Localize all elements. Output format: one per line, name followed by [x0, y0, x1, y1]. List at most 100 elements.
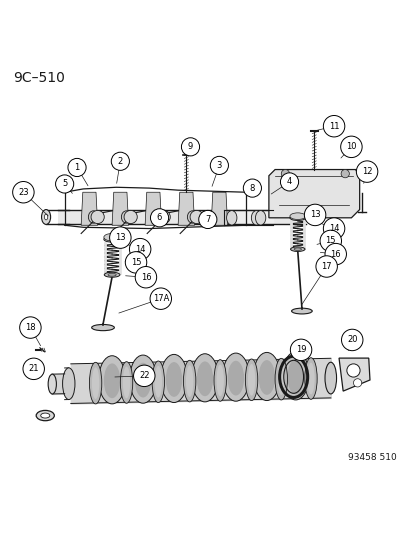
Text: 17: 17 [320, 262, 331, 271]
Circle shape [91, 211, 104, 223]
Ellipse shape [185, 365, 193, 397]
Circle shape [109, 227, 131, 248]
Ellipse shape [36, 410, 54, 421]
Ellipse shape [88, 211, 98, 223]
Ellipse shape [154, 366, 161, 398]
Ellipse shape [226, 211, 236, 225]
Circle shape [323, 218, 344, 239]
Circle shape [346, 364, 359, 377]
Ellipse shape [289, 215, 305, 221]
Text: 7: 7 [205, 215, 210, 224]
Text: 14: 14 [328, 224, 339, 233]
Circle shape [210, 156, 228, 174]
Ellipse shape [44, 214, 47, 220]
Circle shape [356, 161, 377, 182]
Ellipse shape [324, 362, 336, 394]
Ellipse shape [289, 213, 305, 220]
Circle shape [280, 169, 289, 178]
Ellipse shape [255, 211, 265, 225]
Ellipse shape [222, 353, 249, 401]
Text: 3: 3 [216, 161, 221, 170]
Ellipse shape [247, 364, 255, 395]
Text: 5: 5 [62, 180, 67, 189]
Text: 23: 23 [18, 188, 28, 197]
Ellipse shape [104, 364, 120, 398]
Ellipse shape [293, 248, 301, 251]
Polygon shape [294, 213, 299, 215]
Circle shape [290, 339, 311, 361]
Ellipse shape [291, 308, 311, 314]
Circle shape [198, 211, 216, 229]
Ellipse shape [135, 363, 151, 398]
Circle shape [304, 204, 325, 225]
Ellipse shape [196, 361, 213, 396]
Ellipse shape [40, 413, 50, 418]
Ellipse shape [165, 362, 182, 397]
Circle shape [190, 211, 203, 223]
Text: 8: 8 [249, 183, 254, 192]
Circle shape [181, 138, 199, 156]
Text: 21: 21 [28, 365, 39, 373]
Ellipse shape [253, 352, 280, 400]
Ellipse shape [258, 360, 274, 395]
Ellipse shape [191, 354, 218, 402]
Ellipse shape [290, 247, 304, 252]
Ellipse shape [89, 362, 102, 404]
Ellipse shape [108, 273, 116, 276]
Ellipse shape [287, 359, 303, 394]
Polygon shape [145, 192, 161, 225]
Ellipse shape [227, 361, 244, 395]
Circle shape [55, 175, 74, 193]
Circle shape [150, 209, 168, 227]
Text: 1: 1 [74, 163, 79, 172]
Text: 18: 18 [25, 323, 36, 332]
Ellipse shape [183, 360, 195, 402]
Circle shape [133, 365, 154, 386]
Circle shape [280, 173, 298, 191]
Ellipse shape [123, 367, 130, 398]
Text: 9: 9 [188, 142, 192, 151]
Ellipse shape [245, 359, 257, 401]
Ellipse shape [304, 358, 316, 399]
Circle shape [315, 256, 337, 277]
Polygon shape [178, 192, 194, 225]
Ellipse shape [91, 325, 114, 330]
Text: 16: 16 [140, 273, 151, 282]
Circle shape [125, 252, 146, 273]
Text: 14: 14 [135, 245, 145, 254]
Circle shape [129, 238, 150, 260]
Text: 93458 510: 93458 510 [347, 454, 396, 463]
Circle shape [340, 169, 349, 178]
Ellipse shape [48, 374, 56, 394]
Ellipse shape [274, 358, 287, 400]
Text: 13: 13 [115, 233, 126, 242]
Circle shape [324, 244, 346, 265]
Polygon shape [338, 358, 369, 391]
Ellipse shape [216, 365, 223, 397]
Ellipse shape [160, 354, 187, 402]
Ellipse shape [121, 211, 131, 223]
Circle shape [124, 211, 137, 223]
Polygon shape [112, 192, 128, 225]
Circle shape [68, 158, 86, 176]
Text: 4: 4 [286, 177, 292, 187]
Ellipse shape [98, 356, 125, 404]
Text: 10: 10 [345, 142, 356, 151]
Circle shape [13, 182, 34, 203]
Text: 2: 2 [117, 157, 123, 166]
Circle shape [111, 152, 129, 171]
Circle shape [353, 379, 361, 387]
Polygon shape [211, 192, 227, 225]
Ellipse shape [92, 367, 99, 399]
Circle shape [323, 116, 344, 137]
Text: 20: 20 [346, 335, 357, 344]
Polygon shape [58, 209, 305, 224]
Ellipse shape [41, 209, 50, 224]
Text: 19: 19 [295, 345, 306, 354]
Ellipse shape [187, 211, 197, 223]
Polygon shape [81, 192, 97, 225]
Text: 16: 16 [330, 249, 340, 259]
Text: 6: 6 [157, 213, 162, 222]
Ellipse shape [120, 362, 133, 403]
Ellipse shape [277, 364, 284, 395]
